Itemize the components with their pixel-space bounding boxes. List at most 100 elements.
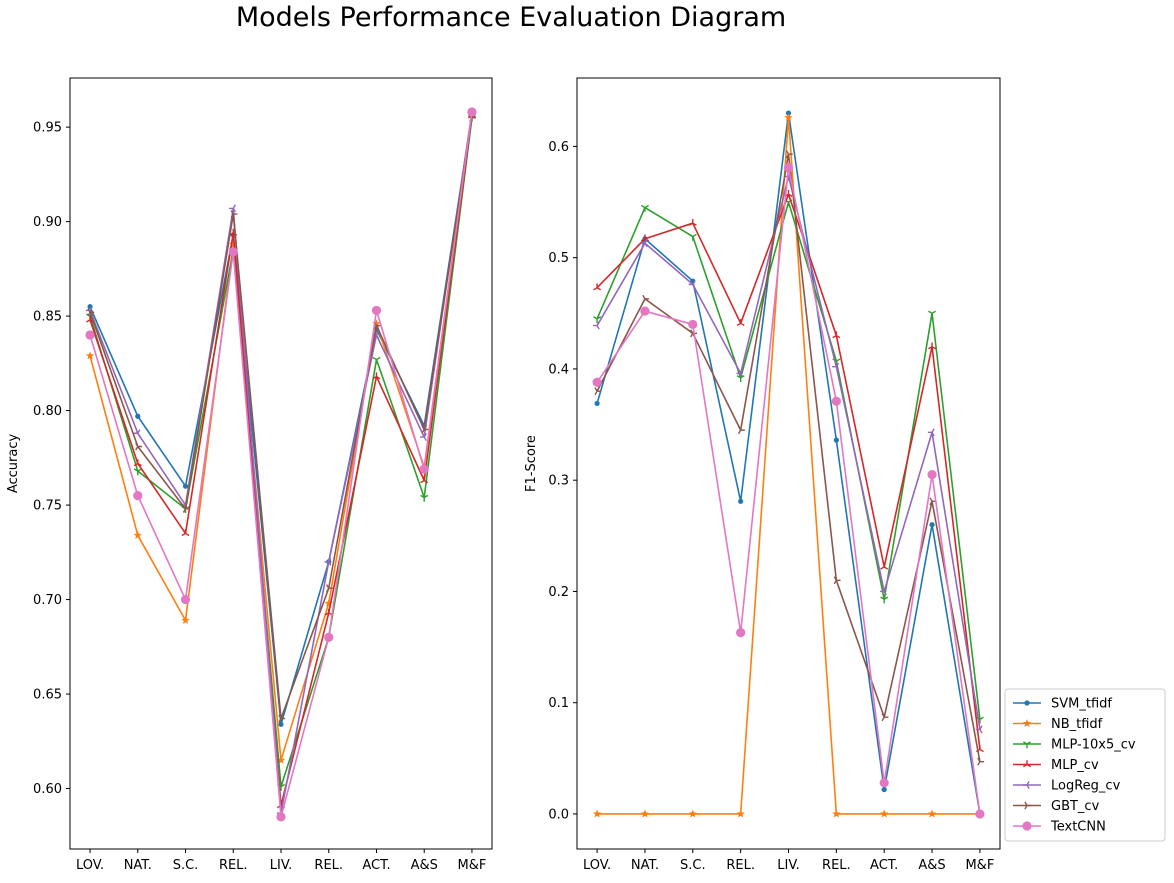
data-point-gbt-cv	[881, 713, 889, 722]
series-mlp-10x5-cv	[593, 199, 984, 724]
data-point-nb-tfidf	[229, 239, 238, 248]
data-point-gbt-cv	[737, 426, 745, 435]
series-textcnn	[592, 162, 985, 819]
data-point-textcnn	[592, 377, 602, 387]
x-tick-label: NAT.	[124, 858, 152, 873]
data-point-logreg-cv	[736, 369, 744, 378]
series-gbt-cv	[87, 113, 477, 723]
data-point-nb-tfidf	[181, 615, 190, 624]
data-point-logreg-cv	[592, 321, 600, 330]
legend-entry-svm-tfidf: SVM_tfidf	[1013, 697, 1112, 712]
data-point-textcnn	[85, 330, 95, 340]
legend-entry-mlp-cv: MLP_cv	[1013, 758, 1099, 773]
data-point-svm-tfidf	[833, 437, 839, 443]
data-point-svm-tfidf	[182, 483, 189, 489]
data-point-svm-tfidf	[135, 413, 141, 419]
x-tick-label: A&S	[411, 858, 438, 873]
data-point-textcnn	[371, 305, 382, 316]
x-tick-label: M&F	[458, 858, 487, 873]
legend-label: GBT_cv	[1051, 799, 1100, 814]
data-point-gbt-cv	[833, 576, 841, 585]
data-point-logreg-cv	[420, 433, 427, 442]
y-tick-label: 0.85	[33, 310, 62, 325]
legend-entry-mlp-10x5-cv: MLP-10x5_cv	[1013, 738, 1136, 753]
data-point-nb-tfidf	[276, 755, 286, 764]
data-point-nb-tfidf	[324, 598, 333, 607]
data-point-gbt-cv	[326, 584, 333, 593]
series-mlp-cv	[86, 111, 476, 809]
data-point-nb-tfidf	[372, 319, 381, 328]
legend-label: MLP_cv	[1051, 758, 1099, 773]
data-point-nb-tfidf	[688, 809, 697, 818]
data-point-nb-tfidf	[736, 809, 745, 818]
legend-label: TextCNN	[1050, 820, 1106, 835]
data-point-textcnn	[688, 319, 698, 330]
data-point-svm-tfidf	[929, 522, 935, 528]
legend-marker	[1023, 760, 1031, 768]
data-point-svm-tfidf	[738, 498, 744, 504]
data-point-gbt-cv	[977, 757, 985, 766]
data-point-nb-tfidf	[832, 809, 841, 818]
x-tick-label: S.C.	[680, 858, 706, 873]
data-point-mlp-cv	[880, 562, 889, 570]
x-tick-label: REL.	[726, 858, 755, 873]
series-line-mlp-cv	[596, 193, 981, 750]
legend-entry-logreg-cv: LogReg_cv	[1013, 779, 1121, 794]
series-mlp-cv	[593, 190, 984, 753]
x-tick-label: ACT.	[870, 858, 898, 873]
data-point-mlp-cv	[832, 331, 841, 339]
series-nb-tfidf	[85, 107, 477, 764]
legend-box	[1004, 688, 1166, 842]
series-gbt-cv	[594, 150, 985, 766]
data-point-mlp-cv	[736, 319, 745, 327]
f1-score-panel: 0.0 0.1 0.2 0.3 0.4 0.5 0.6 LOV. NAT. S.C. REL. LIV…	[524, 77, 1001, 873]
y-tick-label: 0.0	[548, 807, 569, 822]
data-point-gbt-cv	[785, 150, 793, 159]
legend-entry-textcnn: TextCNN	[1013, 820, 1106, 835]
y-tick-label: 0.70	[33, 593, 62, 608]
data-point-nb-tfidf	[85, 351, 95, 360]
data-point-mlp-cv	[688, 218, 697, 226]
data-point-logreg-cv	[688, 280, 696, 289]
data-point-svm-tfidf	[278, 721, 284, 727]
accuracy-panel: 0.60 0.65 0.70 0.75 0.80 0.85 0.90 0.95 LOV. NAT.…	[6, 77, 493, 873]
legend-marker	[1022, 781, 1030, 789]
legend-marker	[1023, 741, 1031, 749]
y-tick-label: 0.65	[33, 688, 62, 703]
y-tick-label: 0.90	[33, 215, 62, 230]
legend-marker	[1022, 821, 1032, 831]
chart-title: Models Performance Evaluation Diagram	[235, 2, 787, 33]
data-point-mlp-10x5-cv	[372, 356, 381, 364]
series-logreg-cv	[592, 172, 983, 734]
x-tick-label: M&F	[965, 858, 994, 873]
data-point-nb-tfidf	[927, 809, 937, 818]
series-svm-tfidf	[594, 110, 983, 817]
data-point-mlp-10x5-cv	[688, 233, 697, 241]
y-tick-label: 0.95	[33, 121, 62, 136]
series-line-mlp-10x5-cv	[89, 117, 473, 788]
y-tick-label: 0.80	[33, 404, 62, 419]
data-point-textcnn	[180, 594, 191, 605]
data-point-svm-tfidf	[881, 786, 887, 793]
data-point-gbt-cv	[135, 442, 142, 451]
data-point-mlp-10x5-cv	[420, 494, 429, 502]
series-textcnn	[85, 107, 477, 822]
x-tick-label: S.C.	[173, 858, 199, 873]
data-point-nb-tfidf	[784, 113, 793, 122]
x-tick-label: LIV.	[777, 858, 799, 873]
data-point-gbt-cv	[87, 308, 95, 317]
data-point-textcnn	[736, 628, 746, 638]
data-point-logreg-cv	[880, 587, 887, 596]
data-point-logreg-cv	[324, 557, 332, 566]
data-point-logreg-cv	[832, 362, 840, 371]
y-tick-label: 0.1	[548, 696, 569, 711]
data-point-gbt-cv	[594, 387, 602, 396]
data-point-logreg-cv	[975, 725, 983, 734]
y-tick-label: 0.6	[548, 140, 569, 155]
data-point-logreg-cv	[640, 239, 648, 248]
y-tick-label: 0.60	[33, 782, 62, 797]
data-point-mlp-cv	[372, 372, 381, 380]
x-tick-label: REL.	[219, 858, 248, 873]
